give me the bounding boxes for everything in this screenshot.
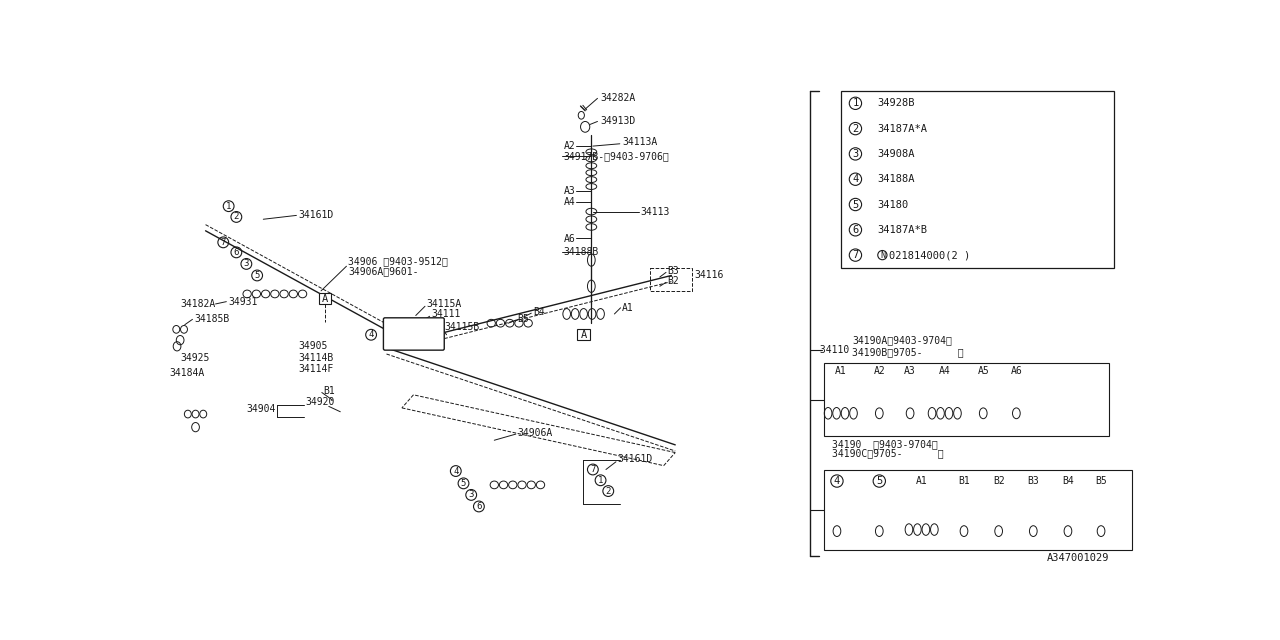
Text: 34920: 34920 bbox=[306, 397, 335, 407]
Text: 34190  （9403-9704）: 34190 （9403-9704） bbox=[832, 439, 937, 449]
Text: 4: 4 bbox=[453, 467, 458, 476]
Text: A1: A1 bbox=[835, 366, 846, 376]
Text: 34906 （9403-9512）: 34906 （9403-9512） bbox=[348, 257, 448, 267]
Text: 34188B: 34188B bbox=[563, 247, 599, 257]
Text: 5: 5 bbox=[461, 479, 466, 488]
Text: 34928B: 34928B bbox=[878, 99, 915, 108]
Text: 34917B-（9403-9706）: 34917B-（9403-9706） bbox=[563, 151, 669, 161]
Text: 3: 3 bbox=[852, 149, 859, 159]
Text: 021814000(2 ): 021814000(2 ) bbox=[888, 250, 970, 260]
Text: B3: B3 bbox=[668, 266, 680, 276]
Text: 4: 4 bbox=[369, 330, 374, 339]
Text: B3: B3 bbox=[1028, 476, 1039, 486]
Text: A2: A2 bbox=[873, 366, 886, 376]
Bar bbox=[650, 268, 692, 291]
Text: A6: A6 bbox=[563, 234, 575, 243]
Text: 34905: 34905 bbox=[298, 341, 328, 351]
Text: 34161D: 34161D bbox=[617, 454, 653, 464]
Text: 1: 1 bbox=[598, 476, 603, 484]
Text: 3: 3 bbox=[468, 490, 474, 499]
Text: 34908A: 34908A bbox=[878, 149, 915, 159]
Text: 5: 5 bbox=[877, 476, 882, 486]
Text: B2: B2 bbox=[993, 476, 1005, 486]
Text: 34925: 34925 bbox=[180, 353, 210, 363]
Text: 7: 7 bbox=[220, 238, 227, 247]
Text: B1: B1 bbox=[959, 476, 970, 486]
Text: 34113A: 34113A bbox=[622, 137, 658, 147]
Text: 3: 3 bbox=[243, 259, 250, 268]
Text: 34116: 34116 bbox=[695, 271, 724, 280]
Text: 2: 2 bbox=[234, 212, 239, 221]
Text: 34115A: 34115A bbox=[426, 299, 462, 309]
Text: 34161D: 34161D bbox=[298, 211, 333, 220]
Bar bbox=[577, 330, 590, 340]
Bar bbox=[841, 91, 1114, 268]
Text: A5: A5 bbox=[978, 366, 989, 376]
Text: 34182A: 34182A bbox=[180, 299, 215, 309]
Text: 6: 6 bbox=[476, 502, 481, 511]
Text: B4: B4 bbox=[532, 307, 544, 317]
Text: 34184A: 34184A bbox=[169, 368, 205, 378]
Text: 34282A: 34282A bbox=[600, 93, 636, 103]
Text: B2: B2 bbox=[668, 276, 680, 286]
Text: 4: 4 bbox=[833, 476, 840, 486]
Text: 7: 7 bbox=[852, 250, 859, 260]
Text: B1: B1 bbox=[324, 386, 335, 396]
Text: 34904: 34904 bbox=[246, 404, 275, 415]
Text: 6: 6 bbox=[234, 248, 239, 257]
Text: 34931: 34931 bbox=[229, 296, 259, 307]
Text: 34190C（9705-      ）: 34190C（9705- ） bbox=[832, 449, 943, 458]
Text: 34113: 34113 bbox=[640, 207, 669, 216]
Text: 34114F: 34114F bbox=[298, 364, 333, 374]
Text: 34906A: 34906A bbox=[517, 428, 553, 438]
Text: N: N bbox=[879, 251, 884, 260]
Text: 34913D: 34913D bbox=[600, 116, 636, 127]
Text: 34188A: 34188A bbox=[878, 174, 915, 184]
Text: A: A bbox=[321, 294, 328, 303]
Text: 5: 5 bbox=[255, 271, 260, 280]
Text: 4: 4 bbox=[852, 174, 859, 184]
Text: A: A bbox=[581, 330, 586, 340]
Text: A347001029: A347001029 bbox=[1047, 553, 1110, 563]
Text: A1: A1 bbox=[915, 476, 928, 486]
Text: A6: A6 bbox=[1010, 366, 1023, 376]
FancyBboxPatch shape bbox=[384, 318, 444, 350]
Text: A2: A2 bbox=[563, 141, 575, 151]
Text: A4: A4 bbox=[938, 366, 951, 376]
Bar bbox=[824, 364, 1108, 436]
Text: 34190A（9403-9704）: 34190A（9403-9704） bbox=[852, 335, 952, 345]
Text: 2: 2 bbox=[852, 124, 859, 134]
Text: B5: B5 bbox=[517, 314, 529, 324]
Text: 1: 1 bbox=[852, 99, 859, 108]
Text: 34187A*B: 34187A*B bbox=[878, 225, 928, 235]
Text: 34190B（9705-      ）: 34190B（9705- ） bbox=[852, 348, 964, 358]
Text: 34114B: 34114B bbox=[298, 353, 333, 363]
Text: A4: A4 bbox=[563, 197, 575, 207]
Text: A3: A3 bbox=[904, 366, 916, 376]
Text: 34180: 34180 bbox=[878, 200, 909, 209]
Text: 34906A（9601-: 34906A（9601- bbox=[348, 267, 419, 276]
Text: 34185B: 34185B bbox=[195, 314, 229, 324]
Text: 34187A*A: 34187A*A bbox=[878, 124, 928, 134]
Text: B5: B5 bbox=[1096, 476, 1107, 486]
Text: 5: 5 bbox=[852, 200, 859, 209]
Text: 7: 7 bbox=[590, 465, 595, 474]
Text: A3: A3 bbox=[563, 186, 575, 196]
Text: 6: 6 bbox=[852, 225, 859, 235]
Text: 34111: 34111 bbox=[431, 309, 461, 319]
Text: 1: 1 bbox=[227, 202, 232, 211]
Text: 2: 2 bbox=[605, 486, 611, 495]
Bar bbox=[824, 470, 1132, 550]
Text: A1: A1 bbox=[622, 303, 634, 313]
Bar bbox=[319, 293, 332, 304]
Text: -34110: -34110 bbox=[814, 345, 849, 355]
Text: 34115B: 34115B bbox=[444, 322, 480, 332]
Text: B4: B4 bbox=[1062, 476, 1074, 486]
